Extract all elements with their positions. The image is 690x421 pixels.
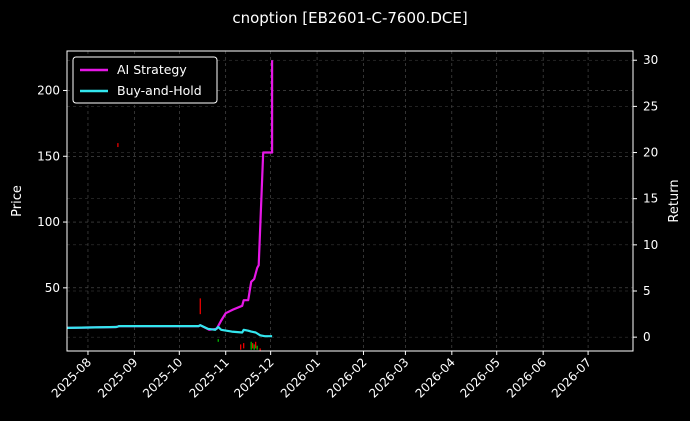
right-y-tick-label: 20 [643,146,658,160]
right-y-tick-label: 5 [643,284,651,298]
right-y-tick-label: 15 [643,192,658,206]
series-lines [66,60,274,338]
x-tick-label: 2026-07 [549,355,594,400]
right-y-axis-ticks: 0 5 10 15 20 25 30 [633,53,658,344]
legend-label-ai-strategy: AI Strategy [117,62,187,77]
left-y-tick-label: 150 [37,149,60,163]
grid [67,51,633,351]
right-y-tick-label: 30 [643,53,658,67]
x-tick-label: 2026-04 [413,355,458,400]
left-y-tick-label: 50 [45,281,60,295]
right-axis-label: Return [667,179,682,222]
legend: AI Strategy Buy-and-Hold [72,56,218,104]
right-y-tick-label: 0 [643,330,651,344]
chart-title: cnoption [EB2601-C-7600.DCE] [232,9,467,27]
left-y-tick-label: 100 [37,215,60,229]
x-tick-label: 2025-09 [95,355,140,400]
x-tick-label: 2026-01 [278,355,323,400]
x-tick-label: 2026-02 [324,355,369,400]
candles [117,143,261,351]
plot-frame [66,50,634,352]
x-tick-label: 2025-12 [231,355,276,400]
x-tick-label: 2026-03 [366,355,411,400]
x-tick-label: 2025-10 [140,355,185,400]
x-tick-label: 2025-11 [186,355,231,400]
x-tick-label: 2025-08 [49,355,94,400]
series-line-buy-and-hold [66,324,273,338]
legend-box [72,56,218,104]
left-y-axis-ticks: 50 100 150 200 [37,83,67,295]
x-tick-label: 2026-06 [504,355,549,400]
right-y-tick-label: 10 [643,238,658,252]
left-axis-label: Price [10,185,25,217]
right-y-tick-label: 25 [643,99,658,113]
legend-label-buy-and-hold: Buy-and-Hold [117,83,202,98]
x-tick-label: 2026-05 [458,355,503,400]
left-y-tick-label: 200 [37,83,60,97]
x-axis-ticks: 2025-08 2025-09 2025-10 2025-11 2025-12 2026-… [49,351,594,401]
